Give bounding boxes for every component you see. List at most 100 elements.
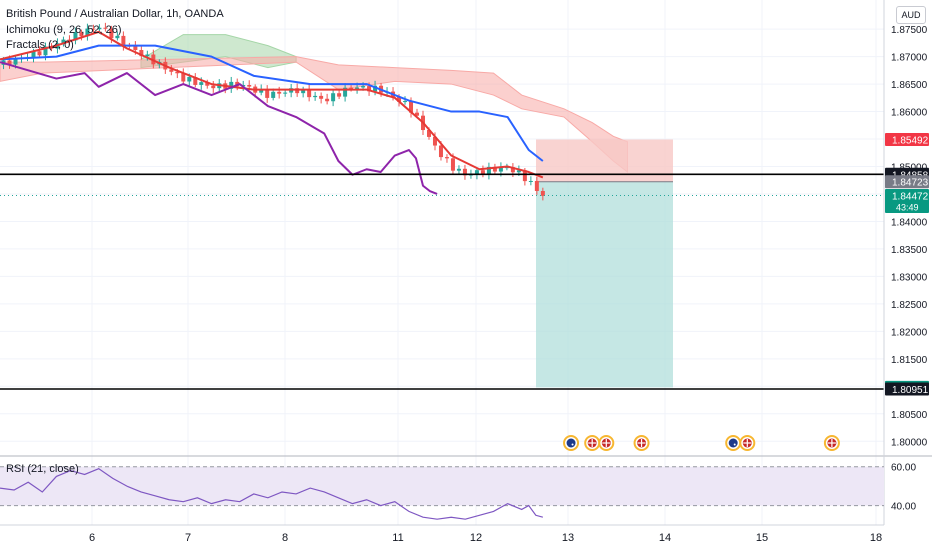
candle-body xyxy=(450,158,455,171)
currency-button[interactable]: AUD xyxy=(896,6,926,24)
rsi-band xyxy=(0,466,884,506)
flag-fill xyxy=(566,438,576,448)
y-tick-label: 1.82500 xyxy=(891,300,928,311)
candle-body xyxy=(115,35,120,39)
candle-body xyxy=(367,86,372,92)
price-badge-entry xyxy=(885,175,929,189)
candle-body xyxy=(295,88,300,94)
candle-body xyxy=(259,89,264,93)
candle-body xyxy=(85,28,90,37)
chikou-span-line xyxy=(0,61,438,195)
x-tick-label: 11 xyxy=(392,532,403,544)
candle-body xyxy=(283,92,288,94)
ichimoku-legend[interactable]: Ichimoku (9, 26, 52, 26) xyxy=(6,24,122,36)
x-tick-label: 13 xyxy=(562,532,574,544)
candle-body xyxy=(528,180,533,182)
price-badge-label: 1.80951 xyxy=(892,385,929,396)
candle-body xyxy=(103,27,108,29)
candle-body xyxy=(355,87,360,89)
x-tick-label: 7 xyxy=(185,532,191,544)
y-tick-label: 1.87500 xyxy=(891,25,928,36)
candle-body xyxy=(121,35,126,46)
candle-body xyxy=(67,39,72,41)
flag-fill xyxy=(728,438,738,448)
candle-body xyxy=(37,51,42,56)
rsi-line xyxy=(0,467,544,520)
candle-body xyxy=(456,168,461,171)
tenkan-sen-line xyxy=(0,30,544,179)
candle-body xyxy=(277,91,282,94)
candle-body xyxy=(7,60,12,65)
rsi-tick-label: 60.00 xyxy=(891,463,916,474)
candle-body xyxy=(534,180,539,191)
candle-body xyxy=(73,32,78,41)
candle-body xyxy=(492,166,497,172)
y-tick-label: 1.83500 xyxy=(891,245,928,256)
candle-body xyxy=(403,101,408,103)
candle-body xyxy=(139,49,144,57)
kijun-sen-line xyxy=(0,44,544,162)
candle-body xyxy=(486,166,491,175)
candle-body xyxy=(79,32,84,37)
candle-body xyxy=(325,98,330,102)
y-tick-label: 1.82000 xyxy=(891,327,928,338)
candle-body xyxy=(43,46,48,56)
candle-body xyxy=(307,89,312,98)
candle-body xyxy=(432,136,437,146)
price-badge-label: 1.84723 xyxy=(892,178,929,189)
candle-body xyxy=(205,82,210,86)
candle-body xyxy=(145,54,150,57)
candle-body xyxy=(91,28,96,30)
candle-body xyxy=(31,51,36,58)
candle-body xyxy=(331,93,336,102)
candle-body xyxy=(349,87,354,89)
candle-body xyxy=(319,95,324,99)
price-badge-label: 1.85492 xyxy=(892,135,929,146)
candle-body xyxy=(169,69,174,72)
candle-body xyxy=(504,167,509,169)
take-profit-zone xyxy=(536,181,673,388)
candle-body xyxy=(361,86,366,88)
x-tick-label: 6 xyxy=(89,532,95,544)
y-tick-label: 1.86000 xyxy=(891,108,928,119)
candle-body xyxy=(444,157,449,159)
y-tick-label: 1.87000 xyxy=(891,53,928,64)
candle-body xyxy=(187,77,192,82)
candle-body xyxy=(337,93,342,97)
candle-body xyxy=(397,96,402,102)
price-badge-last xyxy=(885,189,929,214)
candle-body xyxy=(13,58,18,65)
candle-body xyxy=(415,112,420,116)
rsi-legend[interactable]: RSI (21, close) xyxy=(6,463,79,475)
y-tick-label: 1.84000 xyxy=(891,217,928,228)
candle-body xyxy=(109,28,114,39)
candle-body xyxy=(426,130,431,137)
symbol-title[interactable]: British Pound / Australian Dollar, 1h, O… xyxy=(6,8,224,20)
countdown-label: 43:49 xyxy=(896,203,919,213)
y-tick-label: 1.80000 xyxy=(891,437,928,448)
price-badge-label: 1.84472 xyxy=(892,192,929,203)
rsi-tick-label: 40.00 xyxy=(891,502,916,513)
candle-body xyxy=(61,39,66,44)
candle-body xyxy=(193,77,198,85)
fractals-legend[interactable]: Fractals (2, 0) xyxy=(6,39,74,51)
candle-body xyxy=(301,89,306,94)
candle-body xyxy=(540,190,545,196)
candle-body xyxy=(199,82,204,85)
y-tick-label: 1.86500 xyxy=(891,80,928,91)
candle-body xyxy=(181,73,186,82)
candle-body xyxy=(498,167,503,172)
candle-body xyxy=(462,168,467,176)
price-badge-level xyxy=(885,382,929,396)
candle-body xyxy=(438,145,443,158)
candle-body xyxy=(409,101,414,113)
x-tick-label: 15 xyxy=(756,532,768,544)
x-tick-label: 8 xyxy=(282,532,288,544)
candle-body xyxy=(516,170,521,173)
flag-star xyxy=(733,443,736,446)
candle-body xyxy=(211,85,216,89)
candle-body xyxy=(229,81,234,89)
candle-body xyxy=(313,95,318,98)
